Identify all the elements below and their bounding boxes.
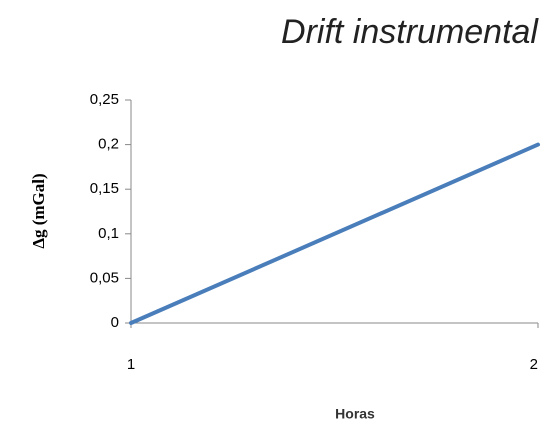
y-tick-label: 0,05 bbox=[90, 269, 119, 286]
x-axis-label: Horas bbox=[335, 406, 375, 422]
chart-title: Drift instrumental bbox=[281, 13, 539, 51]
y-tick-label: 0,25 bbox=[90, 91, 119, 108]
x-tick-label: 2 bbox=[530, 356, 538, 373]
y-tick-label: 0 bbox=[111, 314, 119, 331]
y-axis-label: Δg (mGal) bbox=[29, 173, 48, 248]
y-tick-label: 0,1 bbox=[98, 225, 119, 242]
data-line bbox=[129, 142, 540, 325]
y-tick-label: 0,15 bbox=[90, 180, 119, 197]
x-tick-label: 1 bbox=[127, 356, 135, 373]
y-tick-label: 0,2 bbox=[98, 136, 119, 153]
